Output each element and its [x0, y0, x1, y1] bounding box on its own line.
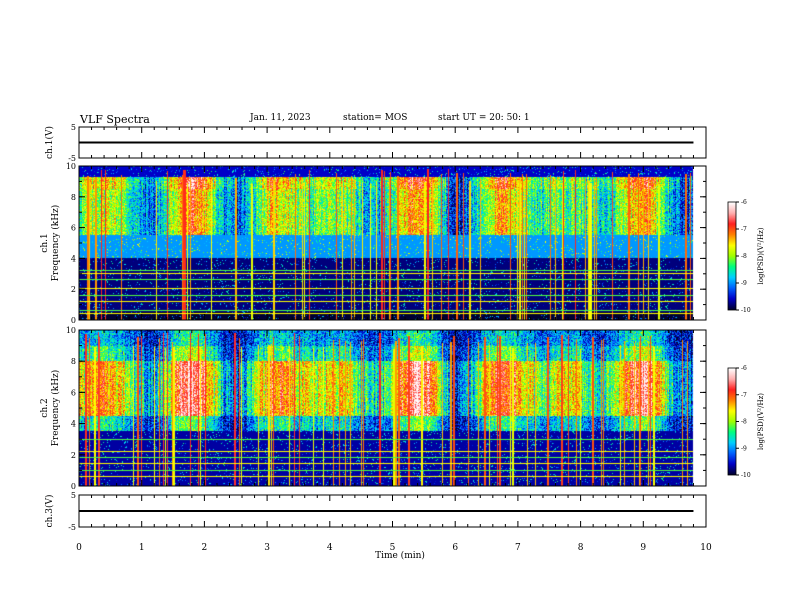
y-axis-label: ch.1(V) [44, 126, 55, 159]
x-tick-label: 10 [700, 543, 712, 553]
y-axis-label: Frequency (kHz) [50, 205, 61, 282]
x-tick-label: 6 [452, 543, 458, 553]
x-tick-label: 7 [515, 543, 521, 553]
y-tick-label: 10 [66, 326, 76, 335]
plot-title: VLF Spectra [80, 113, 150, 126]
start-time-label: start UT = 20: 50: 1 [438, 113, 530, 123]
y-tick-label: -5 [68, 523, 76, 532]
y-tick-label: 4 [71, 420, 76, 429]
y-tick-label: 8 [71, 357, 76, 366]
colorbar-tick-label: -6 [741, 199, 747, 206]
y-tick-label: 5 [71, 491, 76, 500]
y-tick-label: 4 [71, 254, 76, 263]
x-tick-label: 5 [390, 543, 396, 553]
colorbar-tick-label: -10 [741, 307, 751, 314]
ch1-colorbar [728, 202, 736, 310]
y-tick-label: 8 [71, 193, 76, 202]
y-tick-label: 6 [71, 388, 76, 397]
panel-frame-2 [78, 165, 707, 321]
colorbar-tick-label: -7 [741, 226, 747, 233]
x-tick-label: 0 [76, 543, 82, 553]
colorbar-tick-label: -10 [741, 472, 751, 479]
ch2-colorbar [728, 368, 736, 475]
station-label: station= MOS [343, 113, 408, 123]
y-axis-label: Frequency (kHz) [50, 370, 61, 447]
y-tick-label: 0 [71, 316, 76, 325]
y-tick-label: 10 [66, 162, 76, 171]
y-tick-label: 2 [71, 451, 76, 460]
colorbar-tick-label: -8 [741, 419, 747, 426]
y-axis-label: ch.3(V) [44, 495, 55, 528]
y-tick-label: 6 [71, 224, 76, 233]
y-tick-label: -5 [68, 154, 76, 163]
x-tick-label: 4 [327, 543, 333, 553]
colorbar-tick-label: -8 [741, 253, 747, 260]
y-tick-label: 5 [71, 123, 76, 132]
ch1-spectrogram-image [79, 166, 706, 320]
ch2-spectrogram-image [79, 330, 706, 486]
colorbar-label: log(PSD)(V²/Hz) [757, 393, 765, 450]
colorbar-frame-2 [727, 367, 737, 476]
y-tick-label: 0 [71, 482, 76, 491]
x-tick-label: 9 [640, 543, 646, 553]
panel-frame-3 [78, 329, 707, 487]
date-label: Jan. 11, 2023 [250, 113, 311, 123]
colorbar-tick-label: -9 [741, 445, 747, 452]
x-tick-label: 2 [202, 543, 208, 553]
x-tick-label: 8 [578, 543, 584, 553]
colorbar-label: log(PSD)(V²/Hz) [757, 227, 765, 284]
x-tick-label: 1 [139, 543, 145, 553]
colorbar-frame-1 [727, 201, 737, 311]
colorbar-tick-label: -6 [741, 365, 747, 372]
y-tick-label: 2 [71, 285, 76, 294]
x-axis-label: Time (min) [375, 550, 425, 561]
y-axis-label: ch.1 [40, 233, 50, 252]
y-axis-label: ch.2 [40, 398, 50, 417]
colorbar-tick-label: -7 [741, 392, 747, 399]
x-tick-label: 3 [264, 543, 270, 553]
colorbar-tick-label: -9 [741, 280, 747, 287]
